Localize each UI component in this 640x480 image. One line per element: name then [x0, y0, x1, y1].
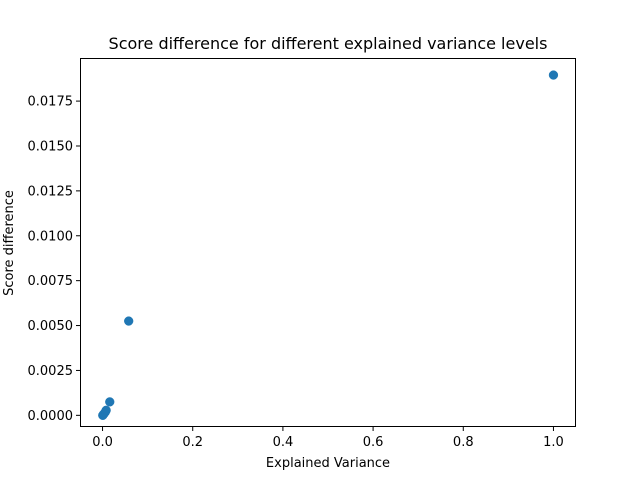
x-tick-label: 0.4: [273, 435, 294, 450]
x-tick-label: 0.2: [182, 435, 203, 450]
y-tick-label: 0.0100: [28, 229, 74, 244]
plot-frame: [80, 58, 576, 427]
x-tick-label: 0.0: [92, 435, 113, 450]
x-tick-label: 1.0: [543, 435, 564, 450]
y-tick-label: 0.0175: [28, 95, 74, 110]
data-point: [548, 70, 559, 80]
data-point: [105, 397, 115, 407]
y-tick-label: 0.0150: [28, 139, 74, 154]
x-axis-label: Explained Variance: [266, 456, 390, 471]
data-point: [124, 316, 134, 326]
chart-title: Score difference for different explained…: [109, 34, 548, 53]
y-tick-label: 0.0050: [28, 319, 74, 334]
y-tick-label: 0.0125: [28, 184, 74, 199]
data-point: [101, 405, 111, 415]
y-axis-label: Score difference: [2, 190, 17, 296]
plot-background: [80, 58, 576, 427]
y-tick-label: 0.0000: [28, 409, 74, 424]
x-tick-label: 0.6: [363, 435, 384, 450]
x-tick-label: 0.8: [453, 435, 474, 450]
y-tick-label: 0.0025: [28, 364, 74, 379]
plot-area: 0.0 0.2 0.4 0.6 0.8 1.0 0.0000 0.0025 0.0050 0.00…: [28, 58, 576, 450]
y-tick-label: 0.0075: [28, 274, 74, 289]
